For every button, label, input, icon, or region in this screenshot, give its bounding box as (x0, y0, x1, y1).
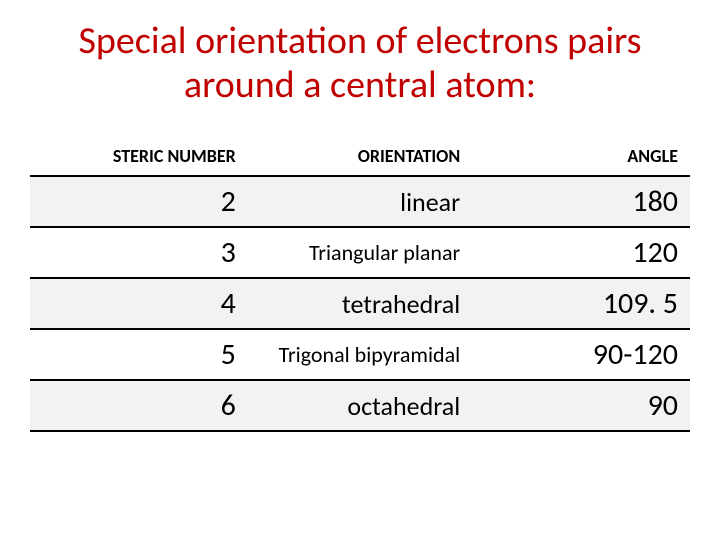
cell-orientation: linear (248, 176, 472, 227)
cell-angle: 90-120 (472, 329, 690, 380)
cell-angle: 120 (472, 227, 690, 278)
cell-angle: 109. 5 (472, 278, 690, 329)
cell-orientation: octahedral (248, 380, 472, 431)
cell-orientation: tetrahedral (248, 278, 472, 329)
cell-orientation: Trigonal bipyramidal (248, 329, 472, 380)
slide-title: Special orientation of electrons pairs a… (30, 20, 690, 107)
cell-steric: 3 (30, 227, 248, 278)
header-angle: ANGLE (472, 137, 690, 176)
cell-orientation: Triangular planar (248, 227, 472, 278)
table-row: 6 octahedral 90 (30, 380, 690, 431)
cell-steric: 2 (30, 176, 248, 227)
header-steric: STERIC NUMBER (30, 137, 248, 176)
slide-container: Special orientation of electrons pairs a… (0, 0, 720, 540)
table-row: 5 Trigonal bipyramidal 90-120 (30, 329, 690, 380)
cell-steric: 4 (30, 278, 248, 329)
cell-steric: 6 (30, 380, 248, 431)
table-header-row: STERIC NUMBER ORIENTATION ANGLE (30, 137, 690, 176)
table-row: 3 Triangular planar 120 (30, 227, 690, 278)
header-orientation: ORIENTATION (248, 137, 472, 176)
table-row: 2 linear 180 (30, 176, 690, 227)
cell-steric: 5 (30, 329, 248, 380)
cell-angle: 180 (472, 176, 690, 227)
orientation-table: STERIC NUMBER ORIENTATION ANGLE 2 linear… (30, 137, 690, 432)
cell-angle: 90 (472, 380, 690, 431)
table-row: 4 tetrahedral 109. 5 (30, 278, 690, 329)
